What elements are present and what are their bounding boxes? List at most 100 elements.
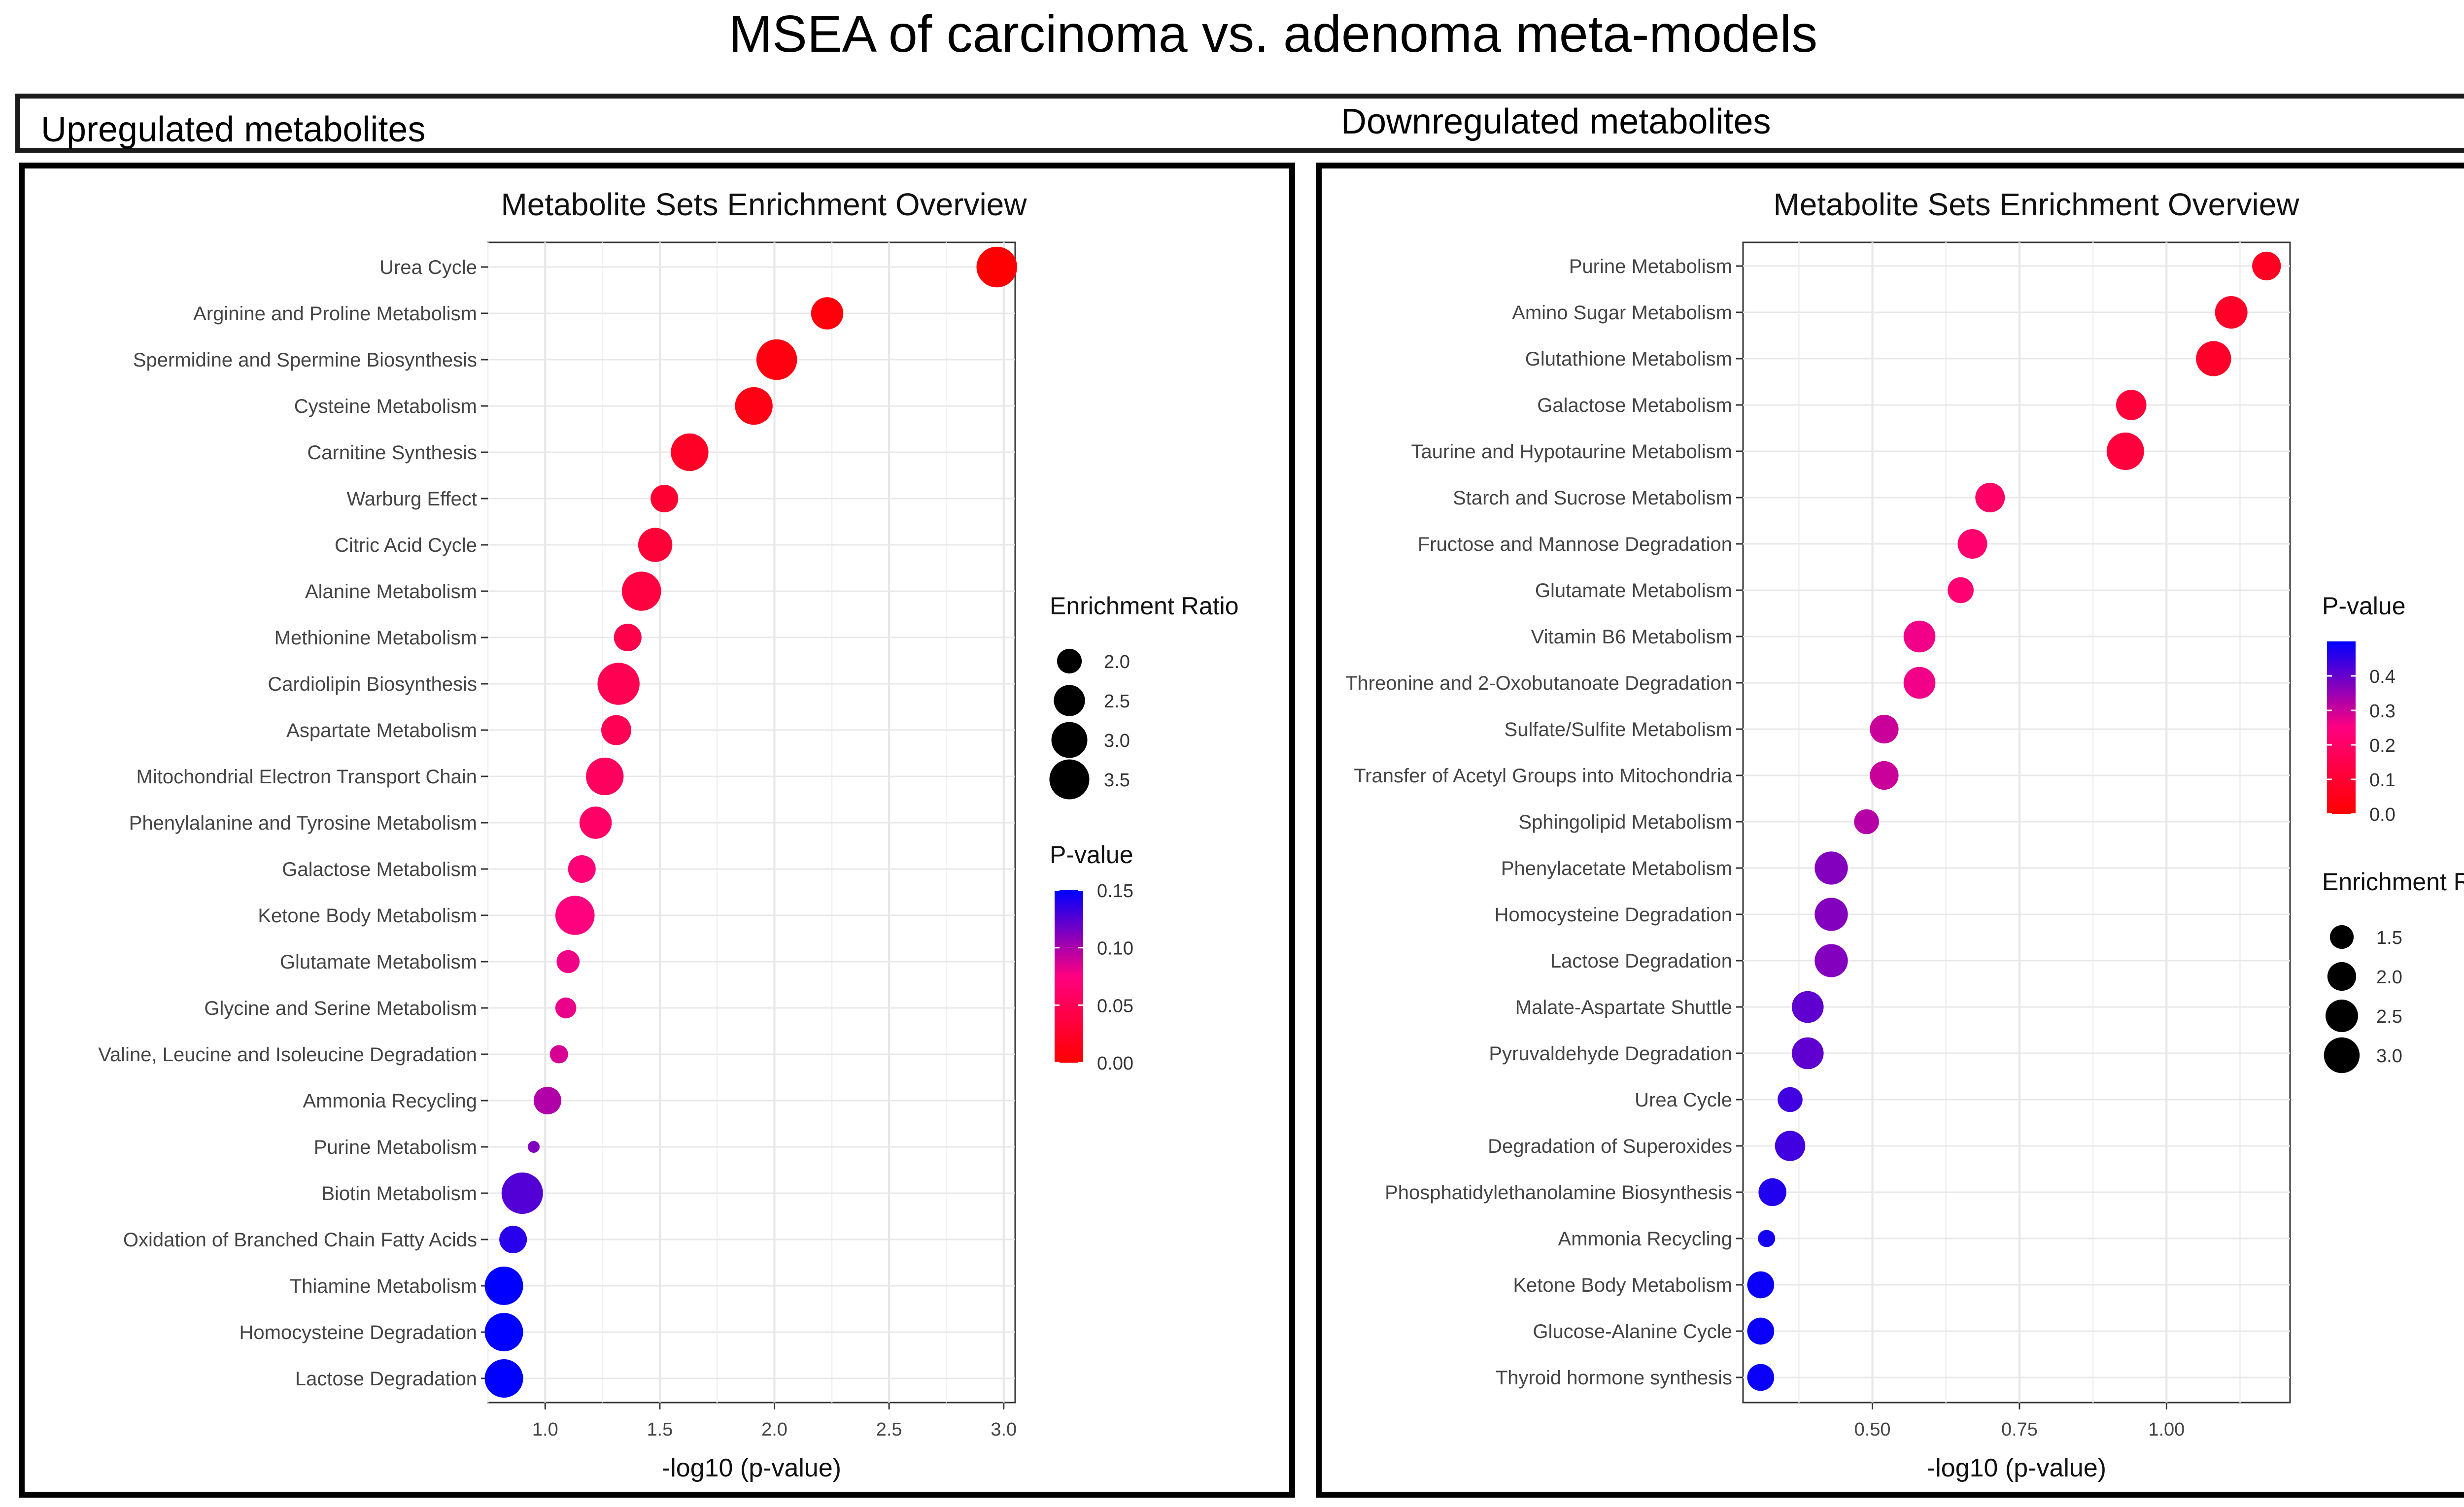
data-point [638, 528, 673, 562]
category-label: Taurine and Hypotaurine Metabolism [1411, 441, 1732, 463]
category-label: Sphingolipid Metabolism [1518, 811, 1732, 833]
category-label: Phenylacetate Metabolism [1501, 858, 1732, 879]
category-label: Sulfate/Sulfite Metabolism [1505, 719, 1732, 740]
downregulated-chart: Metabolite Sets Enrichment Overview 0.50 0… [1345, 187, 2464, 1482]
color-legend-label: 0.3 [2369, 701, 2396, 722]
size-legend-label: 3.0 [1104, 731, 1130, 751]
data-point [556, 950, 580, 973]
data-point [1778, 1087, 1803, 1112]
x-tick-label: 3.0 [991, 1419, 1017, 1440]
x-tick-label: 2.0 [761, 1419, 787, 1440]
size-legend-dot [1051, 722, 1088, 758]
color-legend-bar [1055, 890, 1083, 1063]
data-point [1957, 529, 1987, 559]
category-label: Degradation of Superoxides [1488, 1136, 1732, 1157]
category-label: Homocysteine Degradation [1495, 904, 1732, 926]
size-legend-dot [1057, 648, 1082, 674]
data-point [1903, 620, 1936, 653]
data-point [1903, 667, 1936, 699]
data-point [1758, 1178, 1786, 1206]
size-legend-label: 2.0 [2376, 967, 2402, 988]
data-point [597, 663, 640, 705]
size-legend-dot [1049, 759, 1090, 800]
category-label: Cardiolipin Biosynthesis [268, 673, 477, 695]
size-legend-dot [2326, 1000, 2358, 1032]
data-point [533, 1086, 561, 1115]
x-axis-label: -log10 (p-value) [1927, 1454, 2106, 1482]
data-point [2252, 251, 2281, 281]
size-legend-dot [2324, 1037, 2360, 1073]
category-label: Aspartate Metabolism [286, 720, 477, 741]
x-axis-label: -log10 (p-value) [662, 1454, 841, 1482]
data-point [1747, 1317, 1775, 1345]
category-label: Methionine Metabolism [274, 627, 477, 649]
x-tick-label: 0.50 [1854, 1419, 1891, 1440]
category-label: Mitochondrial Electron Transport Chain [137, 766, 477, 788]
size-legend-dot [2327, 962, 2357, 991]
data-point [579, 806, 612, 839]
color-legend-label: 0.4 [2369, 667, 2396, 687]
data-point [484, 1313, 523, 1351]
category-label: Homocysteine Degradation [240, 1322, 477, 1343]
downregulated-panel: Metabolite Sets Enrichment Overview 0.50 0… [1316, 163, 2464, 1498]
color-legend-label: 0.00 [1097, 1053, 1133, 1074]
data-point [1975, 483, 2005, 512]
category-label: Transfer of Acetyl Groups into Mitochond… [1354, 765, 1733, 787]
size-legend-label: 3.0 [2376, 1046, 2402, 1067]
data-point [621, 571, 661, 611]
data-point [586, 757, 624, 796]
size-legend-label: 3.5 [1104, 770, 1130, 791]
category-label: Thyroid hormone synthesis [1496, 1367, 1732, 1389]
color-legend-label: 0.10 [1097, 938, 1133, 959]
category-label: Lactose Degradation [1550, 950, 1732, 972]
data-point [484, 1267, 523, 1305]
category-label: Glycine and Serine Metabolism [204, 998, 477, 1019]
data-point [671, 433, 709, 471]
data-point [650, 484, 679, 513]
chart-title: Metabolite Sets Enrichment Overview [501, 187, 1027, 222]
data-point [601, 715, 632, 745]
size-legend-title: Enrichment Ratio [2322, 868, 2464, 896]
category-label: Biotin Metabolism [321, 1183, 477, 1205]
category-label: Glutamate Metabolism [1535, 580, 1732, 602]
data-point [2116, 390, 2147, 420]
data-point [499, 1225, 527, 1254]
upregulated-panel: Metabolite Sets Enrichment Overview 1.0 1.… [19, 163, 1295, 1498]
data-point [1948, 577, 1974, 603]
category-label: Valine, Leucine and Isoleucine Degradati… [98, 1044, 477, 1066]
category-label: Spermidine and Spermine Biosynthesis [133, 349, 477, 371]
category-label: Phenylalanine and Tyrosine Metabolism [129, 812, 477, 834]
category-label: Glutathione Metabolism [1525, 348, 1732, 370]
category-label: Urea Cycle [379, 257, 477, 278]
category-label: Thiamine Metabolism [290, 1275, 477, 1297]
data-point [2196, 341, 2231, 376]
x-tick-label: 1.5 [647, 1419, 673, 1440]
size-legend-label: 1.5 [2376, 928, 2402, 948]
color-legend-label: 0.0 [2369, 804, 2396, 825]
data-point [484, 1359, 523, 1398]
data-point [2106, 433, 2144, 470]
data-point [756, 339, 797, 380]
size-legend-label: 2.5 [1104, 691, 1130, 712]
data-point [1775, 1131, 1806, 1161]
category-label: Starch and Sucrose Metabolism [1453, 487, 1732, 509]
data-point [1870, 714, 1899, 744]
category-label: Threonine and 2-Oxobutanoate Degradation [1345, 672, 1732, 694]
downregulated-header: Downregulated metabolites [1341, 102, 1771, 141]
size-legend-dot [1054, 685, 1085, 716]
data-point [1758, 1230, 1776, 1247]
category-label: Arginine and Proline Metabolism [193, 303, 477, 325]
size-legend-dot [2329, 925, 2354, 949]
category-label: Ammonia Recycling [303, 1090, 477, 1112]
data-point [501, 1172, 543, 1214]
data-point [568, 855, 596, 883]
category-label: Warburg Effect [346, 488, 477, 510]
data-point [2215, 296, 2248, 329]
x-tick-label: 1.00 [2148, 1419, 2185, 1440]
category-label: Ketone Body Metabolism [1513, 1274, 1732, 1296]
chart-title: Metabolite Sets Enrichment Overview [1773, 187, 2299, 222]
category-label: Ketone Body Metabolism [258, 905, 477, 927]
category-label: Glucose-Alanine Cycle [1533, 1321, 1732, 1342]
category-label: Cysteine Metabolism [294, 396, 477, 417]
category-label: Ammonia Recycling [1558, 1228, 1732, 1250]
